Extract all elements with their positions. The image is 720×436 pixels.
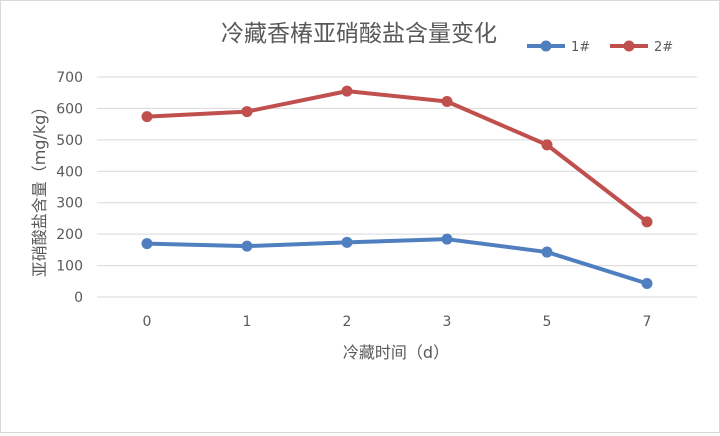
y-tick-100: 100 xyxy=(56,259,83,275)
series-1-point-7 xyxy=(641,277,653,289)
series-2-point-0 xyxy=(141,111,153,123)
legend-label-1: 1# xyxy=(571,40,590,55)
series-1-point-2 xyxy=(341,236,353,248)
legend-marker-2 xyxy=(623,40,635,52)
y-tick-0: 0 xyxy=(74,290,83,306)
x-tick-7: 7 xyxy=(643,314,652,330)
y-tick-labels: 0 100 200 300 400 500 600 700 xyxy=(56,70,83,306)
x-axis-label: 冷藏时间（d） xyxy=(343,343,449,362)
y-axis-label: 亚硝酸盐含量（mg/kg） xyxy=(30,99,49,278)
y-tick-400: 400 xyxy=(56,164,83,180)
chart-title: 冷藏香椿亚硝酸盐含量变化 xyxy=(221,21,497,47)
series-2-point-7 xyxy=(641,216,653,228)
legend: 1# 2# xyxy=(527,40,673,55)
x-tick-0: 0 xyxy=(143,314,152,330)
y-tick-600: 600 xyxy=(56,101,83,117)
x-tick-5: 5 xyxy=(543,314,552,330)
series-2-point-1 xyxy=(241,106,253,118)
series-1-point-1 xyxy=(241,240,253,252)
series-2-point-2 xyxy=(341,85,353,97)
series-2-point-5 xyxy=(541,139,553,151)
series-layer xyxy=(141,85,653,289)
legend-label-2: 2# xyxy=(654,40,673,55)
series-2-point-3 xyxy=(441,96,453,108)
x-tick-3: 3 xyxy=(443,314,452,330)
series-line-1 xyxy=(145,237,649,286)
series-1-point-5 xyxy=(541,246,553,258)
y-tick-500: 500 xyxy=(56,133,83,149)
y-tick-700: 700 xyxy=(56,70,83,86)
legend-marker-1 xyxy=(540,40,552,52)
x-tick-labels: 0 1 2 3 5 7 xyxy=(143,314,652,330)
series-1-point-0 xyxy=(141,238,153,250)
y-tick-300: 300 xyxy=(56,196,83,212)
x-tick-1: 1 xyxy=(243,314,252,330)
gridlines xyxy=(97,76,697,298)
x-tick-2: 2 xyxy=(343,314,352,330)
series-line-2 xyxy=(145,89,649,224)
series-1-point-3 xyxy=(441,233,453,245)
y-tick-200: 200 xyxy=(56,227,83,243)
